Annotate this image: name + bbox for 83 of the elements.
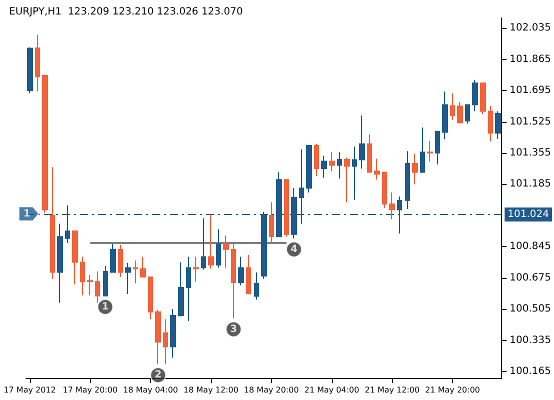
y-tick-label: 101.695 bbox=[510, 85, 552, 96]
candlestick bbox=[412, 153, 418, 185]
y-tick-label: 102.035 bbox=[510, 22, 552, 34]
candlestick bbox=[80, 256, 85, 296]
candlestick bbox=[450, 92, 455, 120]
x-tick-label: 18 May 20:00 bbox=[244, 386, 299, 394]
candlestick bbox=[321, 155, 327, 178]
candlestick bbox=[103, 265, 108, 296]
y-tick-label: 100.505 bbox=[510, 304, 552, 315]
candlestick bbox=[306, 144, 312, 193]
candlestick bbox=[57, 223, 63, 304]
candlestick bbox=[480, 82, 486, 115]
candlestick bbox=[148, 276, 153, 320]
x-tick-label: 21 May 12:00 bbox=[364, 386, 420, 394]
y-tick-label: 100.335 bbox=[510, 334, 552, 346]
candlestick bbox=[420, 126, 425, 174]
candlestick bbox=[42, 74, 48, 214]
annotation: 2 bbox=[154, 370, 162, 381]
candlestick bbox=[246, 254, 251, 295]
x-tick-label: 17 May 20:00 bbox=[62, 386, 118, 394]
candlestick bbox=[405, 150, 410, 210]
x-tick-label: 18 May 04:00 bbox=[123, 386, 178, 394]
y-tick-label: 101.865 bbox=[510, 54, 552, 65]
candlestick bbox=[110, 243, 116, 273]
candlestick bbox=[186, 256, 191, 322]
candlestick bbox=[344, 157, 350, 203]
x-tick-label: 21 May 04:00 bbox=[304, 386, 360, 394]
candlestick bbox=[155, 310, 161, 365]
x-tick-label: 17 May 2012 bbox=[4, 386, 56, 394]
candlestick bbox=[329, 152, 335, 172]
candlestick bbox=[427, 140, 433, 162]
candlestick bbox=[95, 270, 100, 304]
candlestick bbox=[201, 218, 206, 270]
annotation: 4 bbox=[290, 244, 298, 255]
candlestick bbox=[359, 114, 365, 170]
candlestick bbox=[495, 110, 501, 140]
candlestick bbox=[87, 274, 93, 296]
candlestick bbox=[284, 179, 289, 238]
candlestick bbox=[178, 262, 184, 317]
y-tick-label: 101.525 bbox=[510, 116, 552, 128]
annotation: 1 bbox=[102, 301, 109, 312]
y-tick-label: 100.165 bbox=[510, 366, 552, 378]
candlestick bbox=[457, 101, 463, 124]
candlestick bbox=[35, 34, 40, 92]
y-tick-label: 101.355 bbox=[510, 148, 552, 158]
candlestick bbox=[488, 105, 493, 142]
x-tick-label: 21 May 20:00 bbox=[425, 386, 480, 394]
candlestick bbox=[163, 318, 168, 365]
candlestick bbox=[382, 172, 387, 208]
candlestick bbox=[472, 80, 478, 112]
x-tick-label: 18 May 12:00 bbox=[184, 386, 238, 394]
candlestick bbox=[193, 256, 199, 282]
ref-line-label: 101.024 bbox=[508, 209, 550, 220]
candlestick bbox=[208, 214, 214, 270]
y-tick-label: 101.185 bbox=[510, 178, 552, 190]
candlestick bbox=[27, 46, 33, 94]
candlestick bbox=[50, 166, 55, 280]
candlestick bbox=[170, 308, 176, 358]
candlestick bbox=[465, 104, 470, 124]
candlestick bbox=[269, 202, 274, 243]
candlestick bbox=[314, 143, 319, 176]
candlestick bbox=[442, 90, 448, 140]
candlestick bbox=[435, 130, 440, 165]
candlestick bbox=[118, 244, 123, 278]
y-tick-label: 100.845 bbox=[510, 241, 552, 252]
candlestick bbox=[140, 256, 146, 278]
candlestick bbox=[337, 152, 342, 180]
candlestick bbox=[223, 234, 229, 268]
candlestick bbox=[125, 262, 131, 295]
candlestick bbox=[133, 260, 138, 284]
candlestick bbox=[352, 146, 357, 200]
candlestick bbox=[374, 158, 380, 180]
annotation: 3 bbox=[230, 324, 238, 335]
candlestick bbox=[254, 272, 259, 300]
chart-title: EURJPY,H1 123.209 123.210 123.026 123.070 bbox=[9, 6, 243, 18]
y-tick-label: 100.675 bbox=[510, 272, 552, 284]
candlestick bbox=[72, 230, 78, 285]
candlestick bbox=[367, 134, 372, 173]
candlestick bbox=[238, 256, 244, 286]
annotation: 1 bbox=[23, 208, 30, 220]
candlestick bbox=[231, 243, 236, 319]
candlestick bbox=[216, 228, 221, 268]
candlestick bbox=[389, 192, 395, 220]
